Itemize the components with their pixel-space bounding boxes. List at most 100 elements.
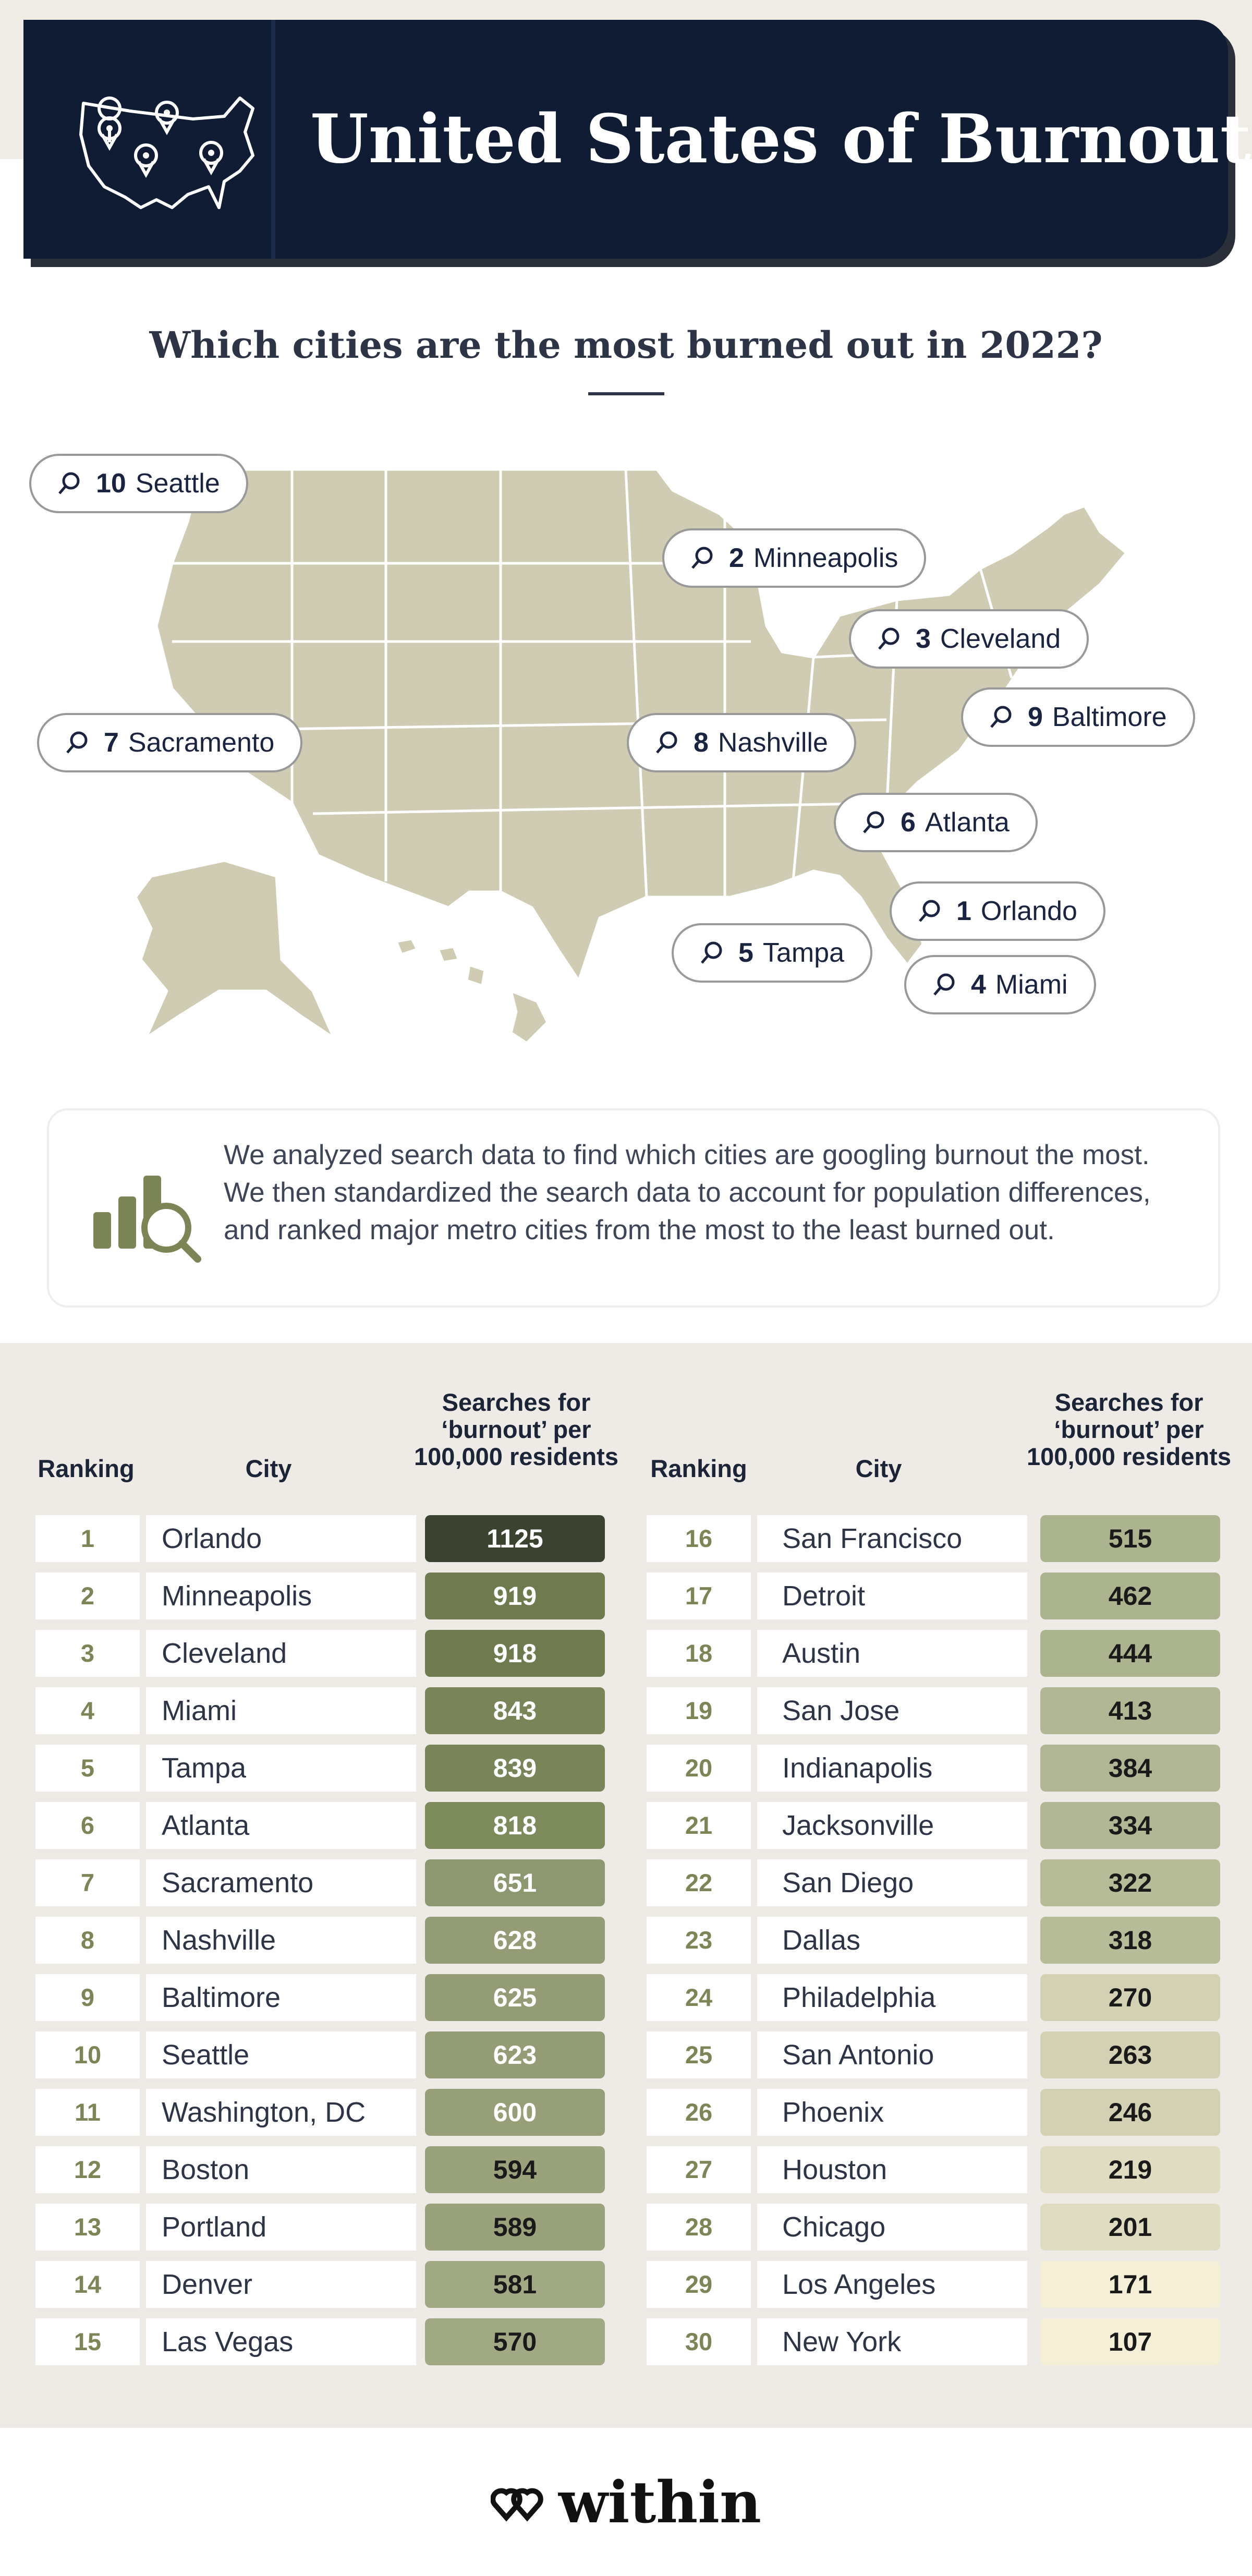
value-cell: 625: [425, 1974, 605, 2021]
value-cell: 843: [425, 1687, 605, 1734]
cell-separator: [140, 1515, 146, 1562]
methodology-box: We analyzed search data to find which ci…: [47, 1108, 1220, 1308]
city-cell: Atlanta: [162, 1810, 250, 1841]
city-cell: Dallas: [782, 1925, 861, 1956]
rank-cell: 2: [80, 1582, 95, 1610]
header-banner: United States of Burnout: [23, 20, 1251, 259]
table-row: [647, 1917, 1027, 1964]
city-cell: Houston: [782, 2154, 888, 2185]
cell-separator: [140, 2089, 146, 2136]
table-row: [647, 1859, 1027, 1906]
cell-separator: [140, 2204, 146, 2251]
city-cell: Minneapolis: [162, 1580, 312, 1612]
cell-separator: [140, 2031, 146, 2078]
value-cell: 384: [1040, 1745, 1220, 1792]
map-pin-city: Tampa: [762, 938, 844, 968]
city-cell: Denver: [162, 2269, 253, 2300]
table-row: [35, 1974, 416, 2021]
rank-cell: 6: [80, 1811, 95, 1839]
city-cell: San Antonio: [782, 2039, 934, 2071]
value-cell: 919: [425, 1573, 605, 1619]
value-cell: 270: [1040, 1974, 1220, 2021]
rank-cell: 7: [80, 1869, 95, 1896]
value-cell: 651: [425, 1859, 605, 1906]
logo-text: within: [558, 2468, 762, 2536]
rank-cell: 8: [80, 1926, 95, 1954]
city-cell: Indianapolis: [782, 1752, 933, 1784]
cell-separator: [140, 1917, 146, 1964]
subtitle-underline: [588, 392, 664, 395]
city-cell: San Diego: [782, 1867, 914, 1898]
value-cell: 322: [1040, 1859, 1220, 1906]
column-header-city: City: [855, 1455, 902, 1482]
search-icon: [66, 731, 88, 754]
value-cell: 918: [425, 1630, 605, 1677]
rank-cell: 18: [685, 1639, 713, 1667]
cell-separator: [751, 2031, 757, 2078]
rank-cell: 27: [685, 2156, 713, 2183]
column-header-value: Searches for ‘burnout’ per 100,000 resid…: [1027, 1388, 1231, 1470]
table-row: [35, 2261, 416, 2308]
value-cell: 839: [425, 1745, 605, 1792]
rank-cell: 12: [74, 2156, 102, 2183]
table-row: [647, 2318, 1027, 2365]
value-cell: 589: [425, 2204, 605, 2251]
value-cell: 246: [1040, 2089, 1220, 2136]
map-pin-city: Minneapolis: [753, 543, 898, 573]
rank-cell: 4: [80, 1697, 95, 1724]
map-pin-miami[interactable]: 4 Miami: [904, 955, 1096, 1014]
value-cell: 1125: [425, 1515, 605, 1562]
table-row: [35, 2204, 416, 2251]
map-pin-nashville[interactable]: 8 Nashville: [627, 713, 856, 772]
city-cell: Sacramento: [162, 1867, 314, 1898]
map-pin-atlanta[interactable]: 6 Atlanta: [834, 793, 1038, 852]
table-row: [35, 1745, 416, 1792]
rank-cell: 10: [74, 2041, 102, 2069]
map-pin-minneapolis[interactable]: 2 Minneapolis: [662, 528, 927, 588]
map-pin-rank: 3: [916, 624, 931, 654]
rank-cell: 5: [80, 1754, 95, 1782]
rank-cell: 21: [685, 1811, 713, 1839]
methodology-text: We analyzed search data to find which ci…: [224, 1140, 1151, 1245]
city-cell: Boston: [162, 2154, 250, 2185]
map-pin-city: Nashville: [718, 728, 828, 758]
table-row: [647, 1802, 1027, 1849]
map-pin-baltimore[interactable]: 9 Baltimore: [961, 687, 1195, 747]
map-pin-seattle[interactable]: 10 Seattle: [29, 454, 248, 513]
city-cell: Philadelphia: [782, 1982, 936, 2013]
table-row: [35, 1687, 416, 1734]
cell-separator: [751, 1687, 757, 1734]
city-cell: Miami: [162, 1695, 237, 1726]
map-pin-tampa[interactable]: 5 Tampa: [672, 923, 872, 983]
cell-separator: [751, 1573, 757, 1619]
value-cell: 594: [425, 2146, 605, 2193]
city-cell: Seattle: [162, 2039, 250, 2071]
cell-separator: [140, 1974, 146, 2021]
map-pin-cleveland[interactable]: 3 Cleveland: [849, 609, 1089, 669]
map-pin-sacramento[interactable]: 7 Sacramento: [37, 713, 303, 772]
cell-separator: [751, 2146, 757, 2193]
rank-cell: 26: [685, 2098, 713, 2126]
value-cell: 318: [1040, 1917, 1220, 1964]
cell-separator: [140, 2318, 146, 2365]
search-icon: [990, 706, 1012, 728]
table-row: [647, 2146, 1027, 2193]
map-pin-orlando[interactable]: 1 Orlando: [890, 881, 1105, 941]
header-divider: [271, 20, 275, 259]
value-cell: 334: [1040, 1802, 1220, 1849]
map-pin-rank: 8: [694, 728, 709, 758]
rank-cell: 23: [685, 1926, 713, 1954]
table-row: [35, 2146, 416, 2193]
table-row: [647, 1573, 1027, 1619]
rank-cell: 28: [685, 2213, 713, 2241]
rank-cell: 24: [685, 1984, 713, 2011]
map-pin-rank: 5: [738, 938, 753, 968]
rank-cell: 17: [685, 1582, 713, 1610]
value-cell: 600: [425, 2089, 605, 2136]
city-cell: Las Vegas: [162, 2326, 294, 2357]
column-header-ranking: Ranking: [38, 1455, 135, 1482]
city-cell: Austin: [782, 1638, 861, 1669]
value-cell: 623: [425, 2031, 605, 2078]
rank-cell: 11: [75, 2098, 101, 2126]
rank-cell: 25: [685, 2041, 713, 2069]
